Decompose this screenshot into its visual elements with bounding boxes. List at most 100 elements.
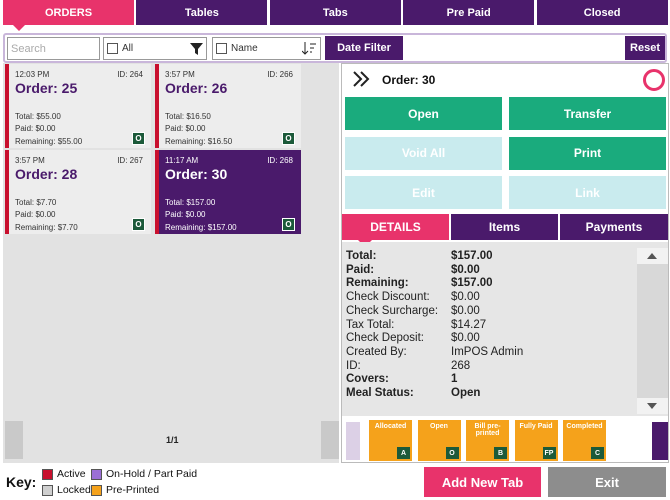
- chip-label: Open: [430, 423, 448, 430]
- chip-code: A: [397, 447, 410, 459]
- detail-label: Total:: [346, 250, 377, 262]
- detail-value: 1: [451, 373, 458, 386]
- detail-title: Order: 30: [382, 73, 436, 87]
- status-badge: O: [282, 132, 295, 145]
- status-ring: [643, 69, 665, 91]
- detail-value: $0.00: [451, 332, 480, 345]
- order-paid: Paid: $0.00: [165, 210, 206, 219]
- chip-label: Completed: [566, 423, 603, 430]
- detail-tab[interactable]: Payments: [560, 214, 668, 240]
- order-card[interactable]: 11:17 AM ID: 268 Order: 30 Total: $157.00 Pa…: [155, 150, 301, 234]
- detail-value: Open: [451, 387, 481, 399]
- action-button[interactable]: Open: [345, 97, 502, 130]
- order-id: ID: 268: [267, 156, 293, 165]
- chips-next[interactable]: [652, 422, 668, 460]
- page-indicator: 1/1: [166, 435, 179, 445]
- checkbox-label: Name: [231, 43, 258, 54]
- detail-value: $14.27: [451, 318, 487, 331]
- detail-label: Meal Status:: [346, 387, 414, 399]
- reset-button[interactable]: Reset: [625, 36, 665, 60]
- order-remaining: Remaining: $55.00: [15, 137, 83, 146]
- checkbox-label: All: [122, 43, 134, 54]
- order-id: ID: 267: [117, 156, 143, 165]
- status-badge: O: [132, 132, 145, 145]
- search-input[interactable]: Search: [7, 37, 100, 60]
- nav-tab[interactable]: ORDERS: [3, 0, 134, 25]
- order-time: 12:03 PM: [15, 70, 50, 79]
- detail-label: Covers:: [346, 373, 389, 386]
- nav-tab[interactable]: Pre Paid: [403, 0, 535, 25]
- status-chip[interactable]: Completed C: [563, 420, 606, 461]
- detail-label: Created By:: [346, 345, 407, 358]
- order-paid: Paid: $0.00: [15, 210, 56, 219]
- exit-button[interactable]: Exit: [548, 467, 666, 497]
- order-card[interactable]: 3:57 PM ID: 266 Order: 26 Total: $16.50 Paid…: [155, 64, 301, 148]
- order-card[interactable]: 12:03 PM ID: 264 Order: 25 Total: $55.00 Pai…: [5, 64, 151, 148]
- collapse-icon[interactable]: [352, 70, 372, 88]
- order-time: 3:57 PM: [165, 70, 195, 79]
- order-total: Total: $157.00: [165, 198, 216, 207]
- order-remaining: Remaining: $157.00: [165, 223, 237, 232]
- key-swatch: [91, 485, 102, 496]
- order-title: Order: 30: [165, 166, 228, 182]
- key-title: Key:: [6, 474, 37, 490]
- order-title: Order: 28: [15, 166, 78, 182]
- order-title: Order: 26: [165, 80, 228, 96]
- checkbox[interactable]: [107, 43, 118, 54]
- status-chip[interactable]: Fully Paid FP: [514, 420, 558, 461]
- order-total: Total: $7.70: [15, 198, 57, 207]
- order-time: 11:17 AM: [165, 156, 199, 165]
- key-label: Locked: [57, 484, 91, 496]
- filter-bar: Search All Name Date Filter Reset: [3, 33, 667, 63]
- detail-label: Check Deposit:: [346, 332, 424, 345]
- nav-tab[interactable]: Tabs: [269, 0, 401, 25]
- name-filter[interactable]: Name: [212, 37, 321, 60]
- date-filter-button[interactable]: Date Filter: [325, 36, 403, 60]
- nav-tab[interactable]: Closed: [536, 0, 668, 25]
- order-list: 12:03 PM ID: 264 Order: 25 Total: $55.00 Pai…: [3, 63, 339, 463]
- detail-value: ImPOS Admin: [451, 345, 524, 358]
- order-title: Order: 25: [15, 80, 78, 96]
- sort-icon[interactable]: [302, 41, 316, 56]
- nav-tab[interactable]: Tables: [136, 0, 268, 25]
- chip-code: B: [494, 447, 507, 459]
- prev-page[interactable]: [5, 421, 23, 459]
- action-button[interactable]: Transfer: [509, 97, 666, 130]
- chips-prev[interactable]: [346, 422, 360, 460]
- checkbox[interactable]: [216, 43, 227, 54]
- order-total: Total: $16.50: [165, 112, 211, 121]
- status-badge: O: [282, 218, 295, 231]
- detail-tab[interactable]: DETAILS: [342, 214, 449, 240]
- detail-value: $0.00: [451, 304, 480, 317]
- detail-label: ID:: [346, 359, 361, 372]
- detail-body: Total: $157.00 Paid: $0.00 Remaining: $157.00…: [342, 242, 668, 416]
- status-chip[interactable]: Open O: [417, 420, 461, 461]
- order-paid: Paid: $0.00: [165, 124, 206, 133]
- detail-tab[interactable]: Items: [451, 214, 558, 240]
- scroll-arrows[interactable]: [637, 248, 668, 414]
- action-button[interactable]: Print: [509, 136, 666, 170]
- key-label: Active: [57, 468, 86, 480]
- order-card[interactable]: 3:57 PM ID: 267 Order: 28 Total: $7.70 Paid:…: [5, 150, 151, 234]
- all-filter[interactable]: All: [103, 37, 207, 60]
- detail-value: 268: [451, 359, 471, 372]
- key-swatch: [42, 469, 53, 480]
- order-detail: Order: 30 Open Transfer Void All Print Edit Li…: [341, 63, 669, 463]
- status-chips: Allocated A Open O Bill pre-printed B Fully Pa…: [342, 418, 668, 463]
- detail-value: $157.00: [451, 250, 493, 262]
- add-tab-button[interactable]: Add New Tab: [424, 467, 541, 497]
- order-id: ID: 264: [117, 70, 143, 79]
- scrollbar: [637, 248, 668, 414]
- status-chip[interactable]: Allocated A: [369, 420, 412, 461]
- status-chip[interactable]: Bill pre-printed B: [466, 420, 509, 461]
- detail-label: Tax Total:: [346, 318, 395, 331]
- chip-code: FP: [542, 447, 556, 459]
- next-page[interactable]: [321, 421, 339, 459]
- detail-label: Paid:: [346, 263, 375, 276]
- detail-label: Check Surcharge:: [346, 304, 439, 317]
- detail-value: $0.00: [451, 291, 480, 304]
- filter-icon[interactable]: [190, 42, 203, 55]
- detail-value: $0.00: [451, 263, 480, 276]
- chip-code: C: [591, 447, 604, 459]
